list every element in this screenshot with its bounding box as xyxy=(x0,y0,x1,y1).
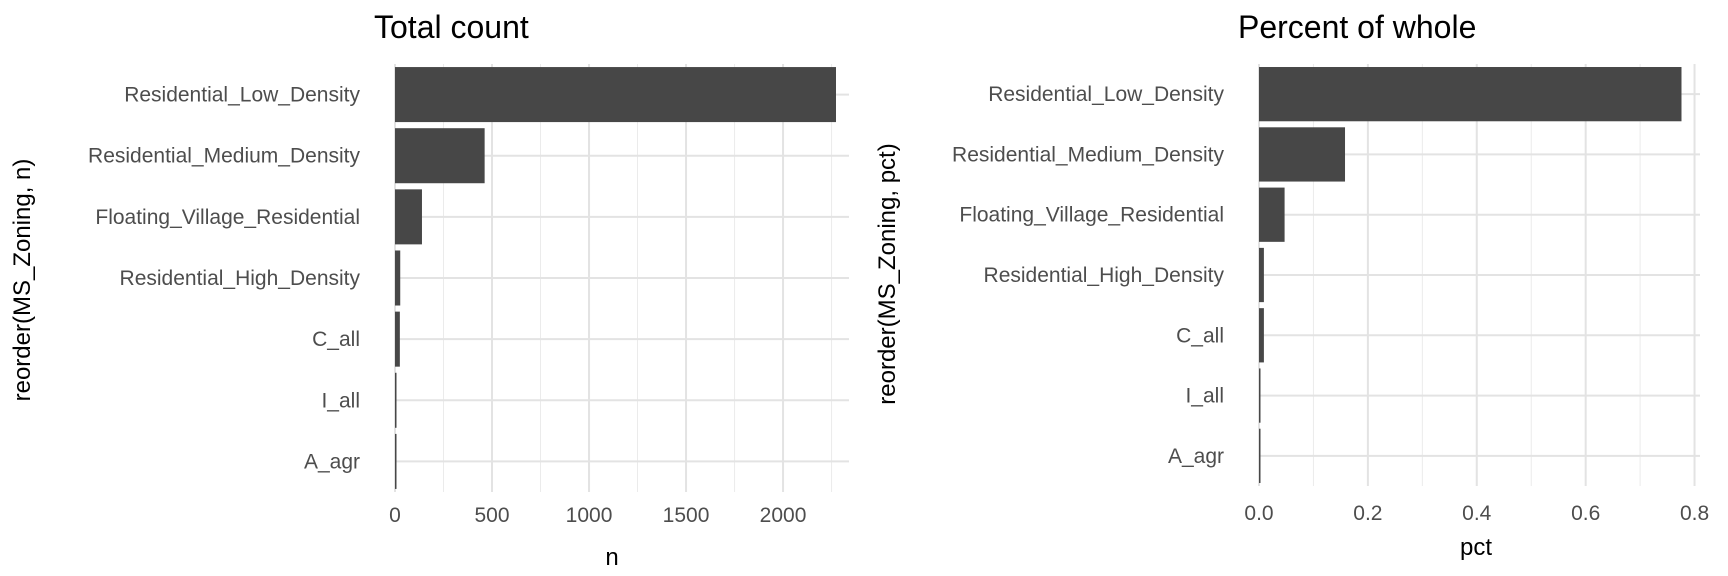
y-tick-label: Residential_Medium_Density xyxy=(952,143,1224,166)
x-tick-label: 0.0 xyxy=(1244,502,1273,525)
bar-residential-medium-density xyxy=(395,128,485,184)
panel-total-count: Residential_Low_Density Residential_Mediu… xyxy=(9,9,849,571)
chart-title: Percent of whole xyxy=(1238,9,1476,45)
bar-c-all xyxy=(395,311,400,367)
x-tick-label: 1000 xyxy=(566,504,613,527)
x-tick-label: 500 xyxy=(474,504,509,527)
bar-residential-high-density xyxy=(1259,247,1264,303)
x-tick-labels: 0 500 1000 1500 2000 xyxy=(389,504,806,527)
y-tick-label: Floating_Village_Residential xyxy=(95,206,360,229)
bar-a-agr xyxy=(1259,428,1261,483)
x-tick-label: 0.2 xyxy=(1353,502,1382,525)
x-tick-label: 1500 xyxy=(663,504,710,527)
y-tick-labels: Residential_Low_Density Residential_Mediu… xyxy=(88,84,360,474)
y-axis-title: reorder(MS_Zoning, n) xyxy=(9,159,36,402)
y-tick-label: C_all xyxy=(1176,324,1224,347)
y-tick-labels: Residential_Low_Density Residential_Mediu… xyxy=(952,83,1224,468)
x-tick-label: 2000 xyxy=(760,504,807,527)
panel-percent-of-whole: Residential_Low_Density Residential_Mediu… xyxy=(874,9,1709,561)
y-tick-label: Residential_Medium_Density xyxy=(88,145,360,168)
x-tick-label: 0.6 xyxy=(1571,502,1600,525)
x-tick-labels: 0.0 0.2 0.4 0.6 0.8 xyxy=(1244,502,1709,525)
bar-a-agr xyxy=(395,433,397,489)
bar-residential-medium-density xyxy=(1259,127,1346,182)
y-tick-label: Residential_High_Density xyxy=(120,267,361,290)
y-tick-label: I_all xyxy=(1185,385,1224,408)
x-tick-label: 0.8 xyxy=(1680,502,1709,525)
y-tick-label: Residential_Low_Density xyxy=(988,83,1224,106)
x-axis-title: pct xyxy=(1460,534,1492,561)
bars xyxy=(1259,67,1682,483)
x-tick-label: 0 xyxy=(389,504,401,527)
bar-residential-high-density xyxy=(395,250,401,306)
y-tick-label: Floating_Village_Residential xyxy=(959,204,1224,227)
x-tick-label: 0.4 xyxy=(1462,502,1492,525)
y-tick-label: C_all xyxy=(312,328,360,351)
bars xyxy=(395,67,837,489)
y-tick-label: Residential_Low_Density xyxy=(124,84,360,107)
y-axis-title: reorder(MS_Zoning, pct) xyxy=(874,143,901,404)
y-tick-label: I_all xyxy=(321,389,360,412)
bar-residential-low-density xyxy=(395,67,837,123)
x-axis-title: n xyxy=(605,544,618,571)
chart-title: Total count xyxy=(374,9,529,45)
bar-floating-village-residential xyxy=(395,189,422,245)
y-tick-label: A_agr xyxy=(1168,445,1224,468)
y-tick-label: Residential_High_Density xyxy=(984,264,1225,287)
bar-floating-village-residential xyxy=(1259,187,1285,242)
bar-c-all xyxy=(1259,308,1264,363)
bar-i-all xyxy=(395,372,397,428)
bar-i-all xyxy=(1259,368,1261,423)
y-tick-label: A_agr xyxy=(304,450,360,473)
bar-residential-low-density xyxy=(1259,67,1682,122)
